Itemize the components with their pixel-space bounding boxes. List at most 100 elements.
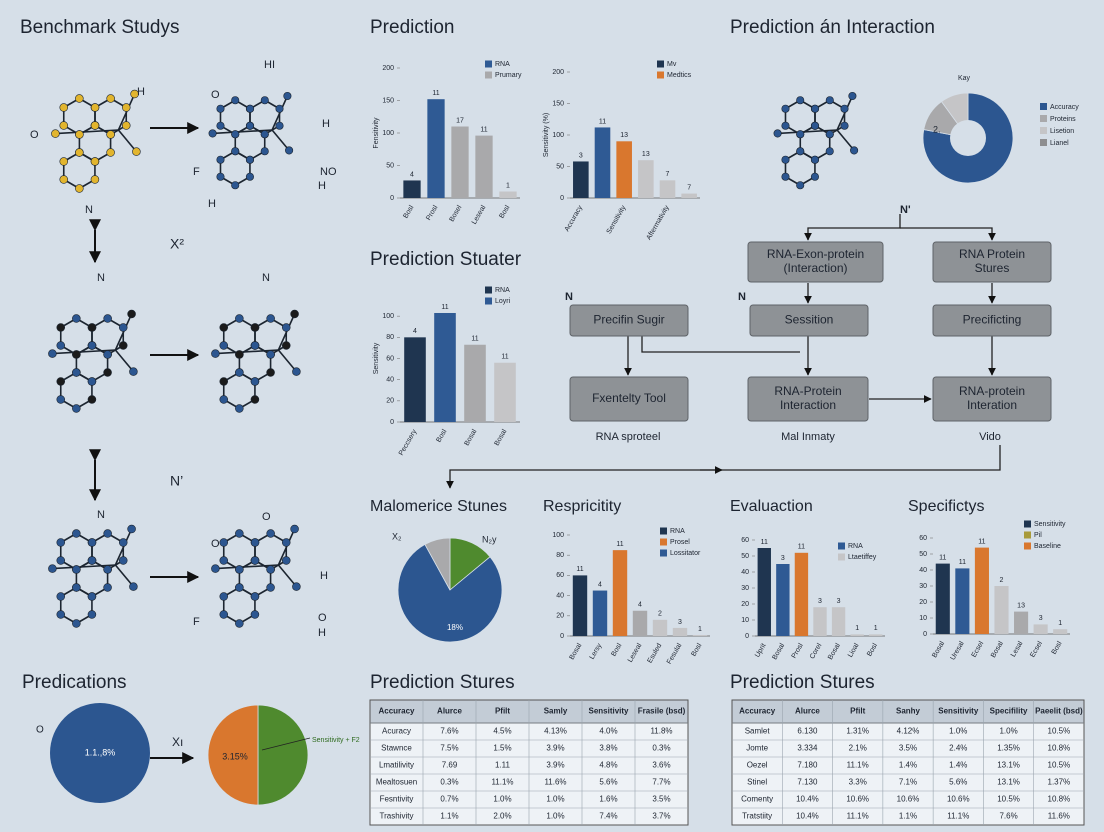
atom [235,350,244,359]
axis-label: Fensitivity [373,117,380,149]
label: N’ [170,473,183,489]
table-cell: 7.7% [652,778,670,787]
y-tick-label: 150 [552,100,564,107]
atom [103,565,112,574]
bar-annotation: 11 [761,539,768,546]
atom-label: H [322,118,330,130]
atom [290,309,299,319]
atom [87,395,97,404]
atom [245,121,255,130]
atom [219,395,229,404]
bar [681,193,697,198]
atom [266,565,275,574]
legend-label: Mv [667,61,677,68]
atom [59,157,69,166]
legend-label: Pil [1034,532,1042,539]
flow-box-label: RNA-protein [959,384,1025,398]
axis-label: Sensitivity [373,342,380,374]
bar [427,99,445,198]
atom [246,104,255,113]
atom [281,323,291,332]
table-header-cell: Accuracy [378,707,415,716]
table-cell: 13.1% [997,761,1020,770]
atom [840,104,849,113]
table-cell: Acuracy [382,727,411,736]
table-cell: 2.1% [849,744,867,753]
section-title: Benchmark Studys [20,17,179,38]
bond [277,528,296,566]
y-tick-label: 60 [386,355,394,362]
section-title: Respricitity [543,498,621,515]
atom [87,341,97,350]
y-tick-label: 200 [382,65,394,72]
bar [850,634,864,636]
atom [216,172,225,181]
atom-label: N [97,509,105,521]
table-cell: 1.31% [846,727,869,736]
y-tick-label: 100 [382,130,394,137]
bond [117,93,136,131]
y-tick-label: 100 [552,532,564,539]
table-cell: 7.6% [440,727,458,736]
y-tick-label: 30 [919,583,927,590]
atom [825,147,834,156]
legend-swatch [660,538,667,546]
bar-annotation: 4 [413,328,417,335]
table-cell: Samlet [745,727,771,736]
table-cell: 7.130 [797,778,818,787]
legend-label: Loyri [495,298,511,305]
bar [1053,629,1068,634]
table-cell: 3.7% [652,812,670,821]
atom-label: O [30,129,39,141]
table-cell: 10.5% [1048,727,1071,736]
bond [117,129,138,153]
atom [266,368,275,377]
bar-annotation: 11 [480,126,487,133]
y-tick-label: 200 [552,69,564,76]
section-title: Specifictys [908,498,984,515]
atom [231,96,240,105]
table-cell: 10.6% [947,795,970,804]
atom [103,314,112,323]
table-cell: 7.5% [440,744,458,753]
bond [114,349,135,373]
atom [72,583,81,592]
flow-box-label: Stures [975,261,1010,275]
bar [475,135,493,198]
atom [56,610,66,619]
atom [129,582,138,591]
bar [831,607,846,636]
bar-annotation: 7 [666,171,670,178]
atom [56,323,66,332]
y-tick-label: 20 [741,601,749,608]
atom [283,91,292,101]
atom [266,529,275,538]
label: O [36,725,44,736]
y-tick-label: 0 [923,631,927,638]
label: X₂ [392,531,402,541]
atom [103,350,112,359]
bar-annotation: 13 [1017,602,1025,609]
atom [290,524,299,534]
table-cell: 10.4% [796,795,819,804]
y-tick-label: 20 [919,599,927,606]
atom [56,538,66,547]
atom-label: O [262,511,271,523]
bar [869,634,883,636]
bar-chart: 050100150200Fensitivity4Bosl11Prosl17Bos… [373,60,522,226]
atom [250,538,260,547]
atom [56,556,66,565]
y-tick-label: 40 [556,592,564,599]
atom-label: NO [320,166,337,178]
y-tick-label: 0 [390,419,394,426]
legend-label: Prumary [495,72,522,79]
atom [231,181,240,190]
table-cell: 7.1% [899,778,917,787]
section-title: Prediction Stures [370,672,515,693]
table-cell: Stawnce [381,744,412,753]
bar [573,161,589,198]
legend-swatch [485,60,492,68]
atom [75,94,84,103]
flow-box [932,241,1052,283]
